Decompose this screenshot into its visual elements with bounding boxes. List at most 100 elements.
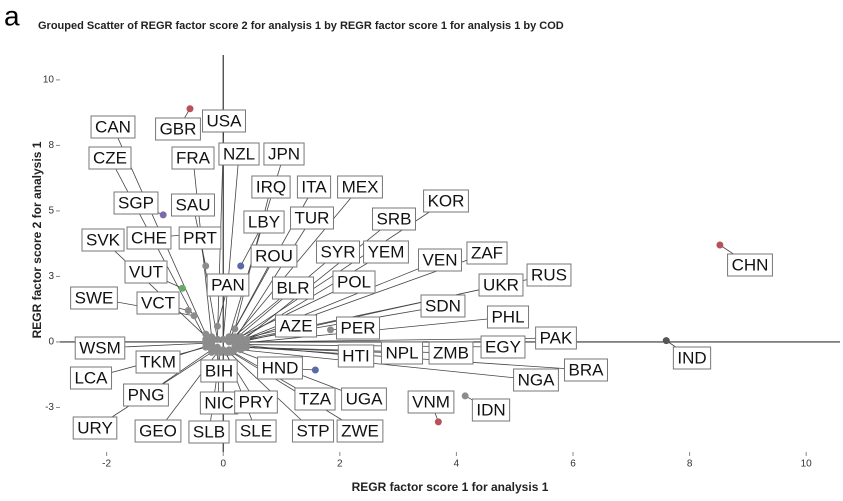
point-label: ZWE (341, 421, 379, 440)
point-label: CZE (93, 148, 127, 167)
point-label: SLE (240, 421, 272, 440)
label-box (341, 387, 387, 411)
label-box (218, 142, 260, 166)
point-label: SAU (176, 195, 211, 214)
point-label: LBY (248, 212, 280, 231)
label-box (188, 420, 230, 444)
point-label: NPL (385, 343, 418, 362)
label-box (257, 356, 303, 380)
point-label: TKM (140, 352, 176, 371)
point-label: ROU (255, 246, 293, 265)
leader-line (234, 186, 361, 337)
label-box (70, 286, 118, 310)
label-box (250, 244, 298, 268)
point (213, 322, 221, 330)
point-label: HTI (342, 346, 369, 365)
leader-line (222, 153, 240, 340)
label-box (123, 383, 169, 407)
point-label: WSM (79, 338, 121, 357)
x-tick-label: 4 (454, 459, 460, 470)
leader-line (102, 239, 212, 343)
leader-line (240, 259, 441, 342)
point (208, 341, 216, 349)
label-box (672, 346, 712, 370)
point (202, 343, 210, 351)
label-box (337, 344, 375, 368)
point-label: AZE (279, 316, 312, 335)
point (184, 306, 192, 314)
label-box (407, 390, 455, 414)
point-label: SLB (193, 422, 225, 441)
point (186, 105, 194, 113)
y-tick-label: -3 (45, 402, 54, 413)
label-box (234, 390, 278, 414)
point-label: UKR (483, 275, 519, 294)
point-label: CHE (131, 228, 167, 247)
y-tick-label: 5 (48, 206, 54, 217)
label-box (363, 240, 409, 264)
x-tick-label: 2 (337, 459, 343, 470)
point (237, 262, 245, 270)
point (178, 284, 186, 292)
point-label: MEX (342, 177, 379, 196)
label-box (274, 314, 318, 338)
point-label: NGA (518, 370, 556, 389)
point-label: LCA (74, 368, 108, 387)
point-label: GEO (139, 421, 177, 440)
label-box (235, 419, 277, 443)
label-box (171, 146, 215, 170)
label-box (263, 142, 305, 166)
label-box (135, 350, 181, 374)
leader-line (228, 255, 275, 340)
label-box (171, 193, 215, 217)
point-label: SWE (75, 288, 114, 307)
point-label: NZL (223, 144, 255, 163)
point-label: SDN (425, 296, 461, 315)
point-label: CHN (732, 255, 769, 274)
point (662, 337, 670, 345)
point-label: FRA (176, 148, 211, 167)
y-tick-label: 0 (48, 337, 54, 348)
y-axis-label: REGR factor score 2 for analysis 1 (30, 141, 44, 338)
point (326, 326, 334, 334)
point-label: SRB (377, 209, 412, 228)
label-box (296, 175, 332, 199)
point-label: NIC (204, 393, 233, 412)
point-label: PRT (183, 228, 217, 247)
point-label: IDN (476, 400, 505, 419)
label-box (380, 341, 424, 365)
label-box (81, 228, 125, 252)
label-box (113, 191, 159, 215)
point-label: KOR (428, 191, 465, 210)
point (243, 343, 251, 351)
point-label: PAK (540, 328, 573, 347)
point-label: BIH (205, 361, 233, 380)
point (213, 335, 221, 343)
label-box (74, 336, 126, 360)
point (231, 325, 239, 333)
y-tick-label: 10 (43, 75, 55, 86)
point-label: CAN (95, 117, 131, 136)
point-label: UGA (346, 389, 384, 408)
point (208, 348, 216, 356)
point-label: PHL (491, 307, 524, 326)
x-tick-label: 10 (801, 459, 813, 470)
point (219, 335, 227, 343)
label-box (478, 273, 524, 297)
point-label: SVK (86, 230, 121, 249)
point-label: SYR (321, 242, 356, 261)
label-box (372, 207, 416, 231)
point-label: JPN (268, 144, 300, 163)
label-box (202, 109, 246, 133)
label-box (126, 226, 172, 250)
point-label: VUT (129, 262, 163, 281)
x-tick-label: 6 (570, 459, 576, 470)
label-box (316, 240, 360, 264)
point-label: URY (77, 418, 113, 437)
point-label: EGY (485, 337, 521, 356)
label-box (88, 146, 132, 170)
x-tick-label: -2 (102, 459, 111, 470)
y-tick-label: 3 (48, 271, 54, 282)
label-box (428, 341, 474, 365)
